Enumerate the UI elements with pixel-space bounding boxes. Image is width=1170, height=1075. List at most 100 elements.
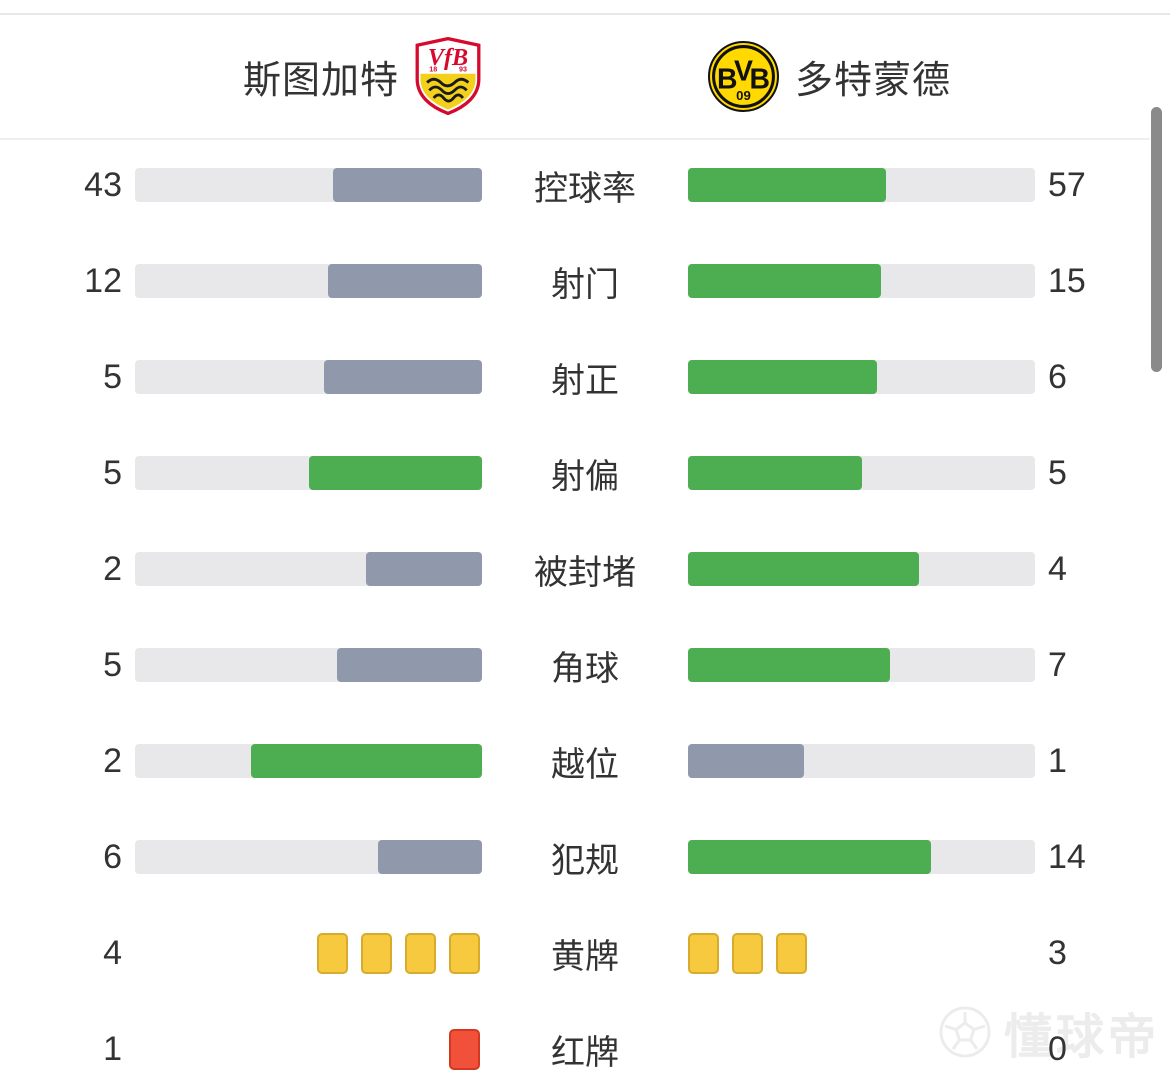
stat-label: 射正 [551,361,619,400]
header-divider [0,138,1150,140]
home-value: 43 [84,165,122,204]
away-value: 0 [1048,1029,1067,1068]
stat-row: 2 被封堵 4 [0,521,1170,617]
match-header: 斯图加特 VfB 18 93 B V B 09 多特蒙德 [0,15,1170,137]
home-stat-bar-fill [332,168,482,202]
away-value: 14 [1048,837,1086,876]
home-bar-slot [135,264,482,298]
home-cards [135,932,482,974]
watermark: 懂球帝 [938,997,1160,1067]
away-bar-slot [688,360,1035,394]
away-stat-bar [688,456,1035,490]
stat-label: 越位 [551,745,619,784]
away-value: 57 [1048,165,1086,204]
svg-text:B: B [717,63,738,95]
away-stat-bar [688,840,1035,874]
away-stat-bar-fill [688,744,804,778]
home-bar-slot [135,744,482,778]
away-team-header: B V B 09 多特蒙德 [708,15,951,137]
stat-row: 5 角球 7 [0,617,1170,713]
home-bar-slot [135,932,482,974]
away-stat-bar-fill [688,360,878,394]
away-stat-bar [688,168,1035,202]
away-stat-bar-fill [688,552,920,586]
top-divider [0,13,1170,15]
home-stat-bar [135,264,482,298]
home-bar-slot [135,840,482,874]
home-stat-bar-fill [250,744,482,778]
away-bar-slot [688,456,1035,490]
away-stat-bar [688,264,1035,298]
away-stat-bar-fill [688,264,881,298]
yellow-card-icon [449,932,480,974]
yellow-card-icon [688,932,719,974]
away-bar-slot [688,264,1035,298]
away-bar-slot [688,648,1035,682]
home-stat-bar [135,648,482,682]
stat-row: 6 犯规 14 [0,809,1170,905]
stat-label: 犯规 [551,841,619,880]
home-value: 4 [103,933,122,972]
svg-text:93: 93 [459,66,467,74]
home-value: 2 [103,741,122,780]
stat-row: 43 控球率 57 [0,137,1170,233]
stat-label: 黄牌 [551,937,619,976]
home-value: 5 [103,645,122,684]
yellow-card-icon [361,932,392,974]
home-value: 5 [103,453,122,492]
away-bar-slot [688,168,1035,202]
stat-row: 5 射正 6 [0,329,1170,425]
away-value: 1 [1048,741,1067,780]
home-value: 2 [103,549,122,588]
home-team-name: 斯图加特 [242,59,399,102]
home-stat-bar-fill [337,648,482,682]
red-card-icon [449,1028,480,1070]
vfb-stuttgart-crest-icon: VfB 18 93 [415,37,481,115]
home-bar-slot [135,360,482,394]
home-stat-bar-fill [327,264,482,298]
home-value: 1 [103,1029,122,1068]
stat-row: 2 越位 1 [0,713,1170,809]
away-bar-slot [688,744,1035,778]
home-stat-bar [135,360,482,394]
away-stat-bar [688,744,1035,778]
borussia-dortmund-crest-icon: B V B 09 [708,40,779,112]
away-cards [688,932,1035,974]
yellow-card-icon [317,932,348,974]
home-stat-bar-fill [377,840,482,874]
stat-row: 12 射门 15 [0,233,1170,329]
home-value: 6 [103,837,122,876]
away-stat-bar-fill [688,456,862,490]
away-value: 15 [1048,261,1086,300]
stat-label: 角球 [551,649,619,688]
home-stat-bar [135,840,482,874]
stat-label: 红牌 [551,1033,619,1072]
home-stat-bar-fill [324,360,482,394]
home-cards [135,1028,482,1070]
svg-text:18: 18 [429,66,437,74]
scrollbar-thumb[interactable] [1151,107,1162,372]
stat-label: 射偏 [551,457,619,496]
away-stat-bar [688,360,1035,394]
stat-label: 控球率 [534,169,636,208]
home-stat-bar [135,456,482,490]
away-stat-bar-fill [688,648,891,682]
away-stat-bar-fill [688,168,886,202]
home-value: 12 [84,261,122,300]
home-stat-bar-fill [366,552,482,586]
svg-text:V: V [734,55,753,87]
away-value: 4 [1048,549,1067,588]
away-bar-slot [688,552,1035,586]
stats-rows: 43 控球率 57 12 射门 15 5 射正 [0,137,1170,1075]
stat-label: 射门 [551,265,619,304]
home-stat-bar [135,168,482,202]
away-value: 5 [1048,453,1067,492]
away-team-name: 多特蒙德 [795,59,952,102]
stat-row: 5 射偏 5 [0,425,1170,521]
home-value: 5 [103,357,122,396]
away-stat-bar-fill [688,840,931,874]
stat-row: 4 黄牌 3 [0,905,1170,1001]
home-team-header: 斯图加特 VfB 18 93 [243,15,481,137]
yellow-card-icon [732,932,763,974]
